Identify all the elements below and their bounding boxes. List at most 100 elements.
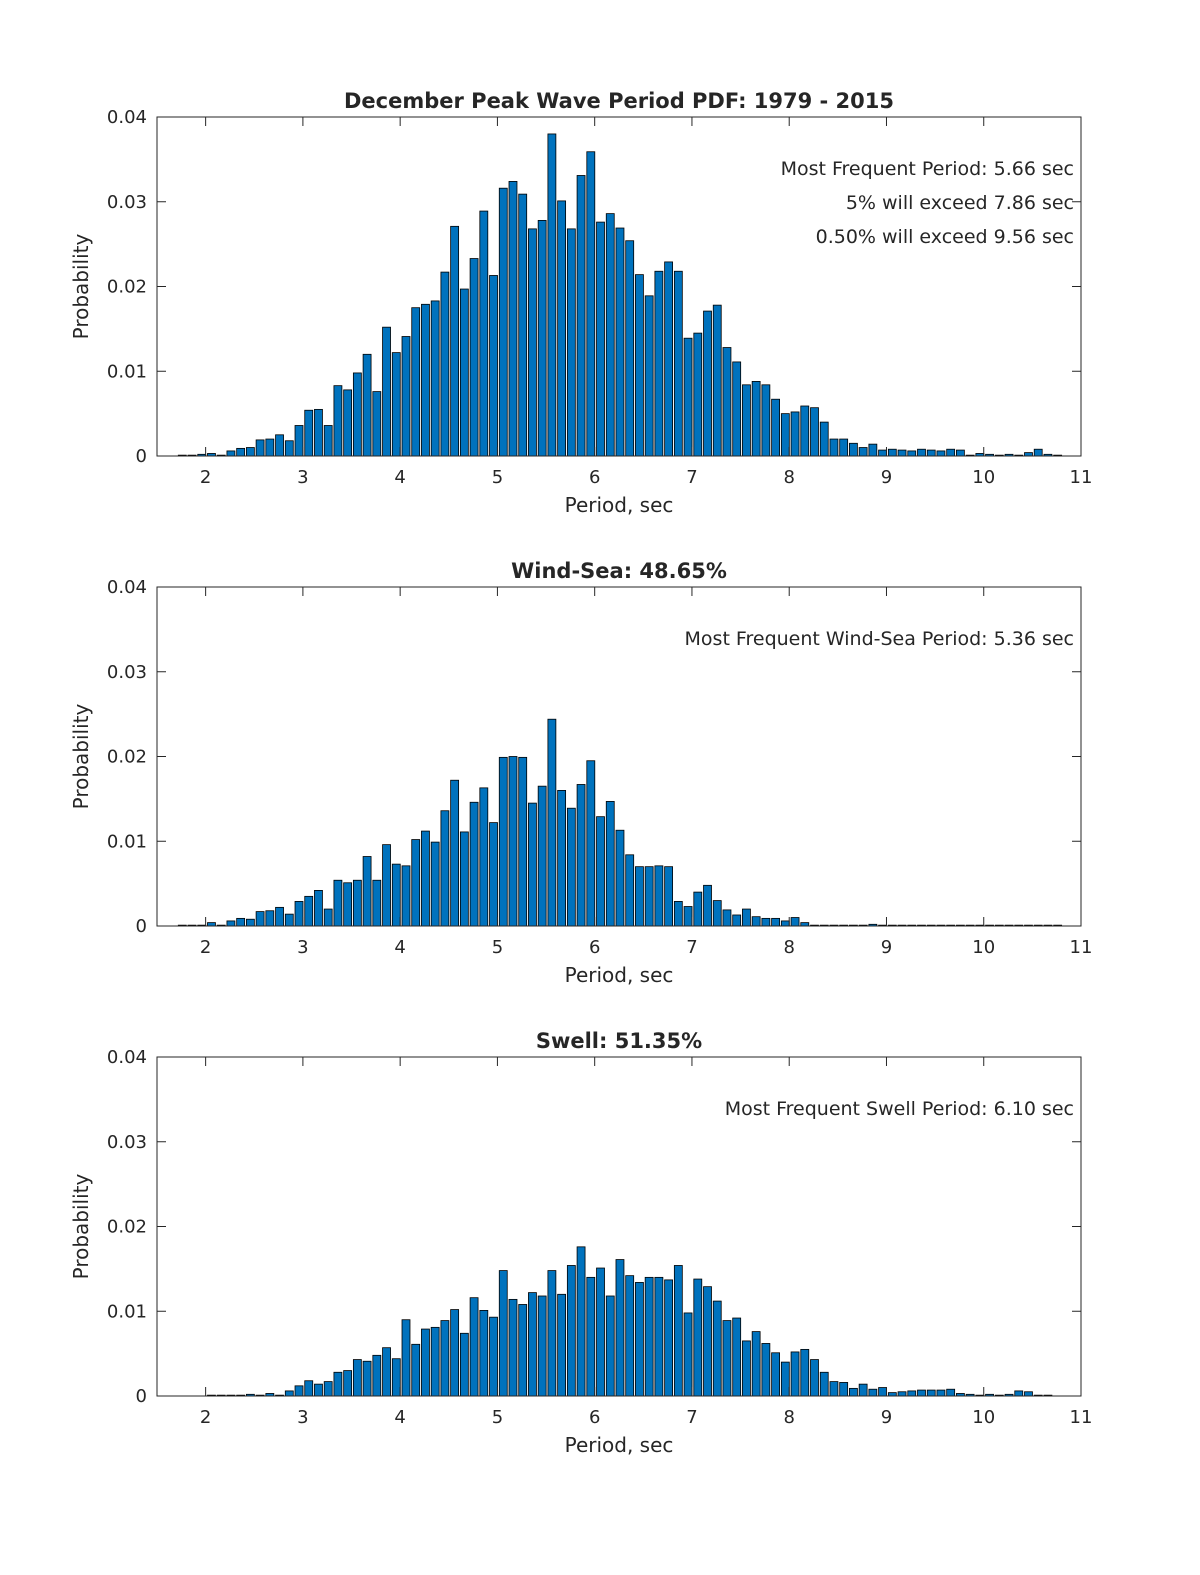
bar [372,391,382,457]
bar [479,210,489,457]
bar [625,854,635,927]
bar [255,911,265,927]
bar [722,1320,732,1397]
y-axis-label: Probability [69,233,93,339]
x-tick-label: 7 [686,1407,697,1428]
bar [1024,1391,1033,1397]
bar [868,443,878,457]
bar [664,1279,673,1397]
bar [625,240,635,457]
bar [430,1326,440,1397]
bar [479,1310,489,1397]
y-tick-label: 0.01 [107,831,147,852]
bar [566,1265,576,1397]
bar [849,442,858,457]
bar [459,1332,469,1397]
bar [780,920,790,927]
bar [401,1319,411,1397]
bar [1024,452,1033,457]
bar [528,228,537,457]
bar [819,1371,829,1397]
bar [576,175,586,457]
bar [372,879,382,927]
bar [800,922,810,927]
bar [265,438,275,457]
bar [761,917,771,927]
x-tick-label: 10 [972,467,995,488]
bar [780,1361,790,1397]
x-tick-label: 11 [1070,1407,1093,1428]
bar [537,785,547,927]
bar [761,384,771,457]
y-tick-label: 0.04 [107,577,147,598]
bar [897,1391,907,1397]
x-tick-label: 7 [686,467,697,488]
bar [547,1270,557,1397]
bar [401,865,411,927]
bar [605,213,615,457]
bar [343,1370,353,1397]
bar [683,337,693,457]
bar [489,1316,498,1397]
x-tick-label: 4 [394,1407,405,1428]
y-tick-label: 0.02 [107,1217,147,1238]
bar [245,447,255,457]
bar [430,300,440,457]
bar [586,760,596,927]
bar [411,1343,421,1397]
bar [401,336,411,457]
bar [693,332,703,457]
bar [596,1267,605,1397]
bar [352,372,362,457]
bar [596,221,605,457]
bar [323,425,333,457]
bar [304,1380,314,1397]
bar [907,450,917,457]
bar [839,438,849,457]
bar [459,288,469,457]
x-axis-label: Period, sec [565,1433,674,1457]
bar [421,1328,430,1397]
bar [1033,448,1043,457]
bar [207,922,216,927]
bar [362,856,372,927]
bar [946,448,956,457]
chart-title: Wind-Sea: 48.65% [511,559,727,583]
bar [654,1276,664,1397]
bar [411,839,421,927]
bar [284,913,294,927]
bar [284,1390,294,1397]
bar [732,914,742,927]
x-tick-label: 5 [492,937,503,958]
x-tick-label: 2 [200,467,211,488]
bar [566,807,576,927]
x-tick-label: 4 [394,467,405,488]
bar [352,879,362,927]
bar [245,918,255,927]
bar [450,225,460,457]
bar [333,879,343,927]
bar [304,895,314,927]
x-tick-label: 3 [297,937,308,958]
y-tick-label: 0.04 [107,107,147,128]
bar [644,1276,654,1397]
bar [440,810,450,927]
y-tick-label: 0.03 [107,192,147,213]
bar [489,822,498,927]
x-tick-label: 11 [1070,937,1093,958]
y-tick-label: 0.03 [107,1132,147,1153]
x-tick-label: 8 [783,937,794,958]
x-tick-label: 9 [881,937,892,958]
chart-panel-1: 2 3 4 5 6 7 8 9 10 11 0 0.01 0.02 0.03 0.04 December Pe… [69,89,1092,517]
bar [421,303,430,457]
bar [917,448,926,457]
bar [887,1392,897,1397]
bar [469,1297,479,1397]
bar [255,439,265,457]
bar [518,193,528,457]
bar [673,1265,683,1397]
bar [693,891,703,927]
x-tick-label: 6 [589,937,600,958]
bar [469,801,479,927]
bar [683,1312,693,1397]
